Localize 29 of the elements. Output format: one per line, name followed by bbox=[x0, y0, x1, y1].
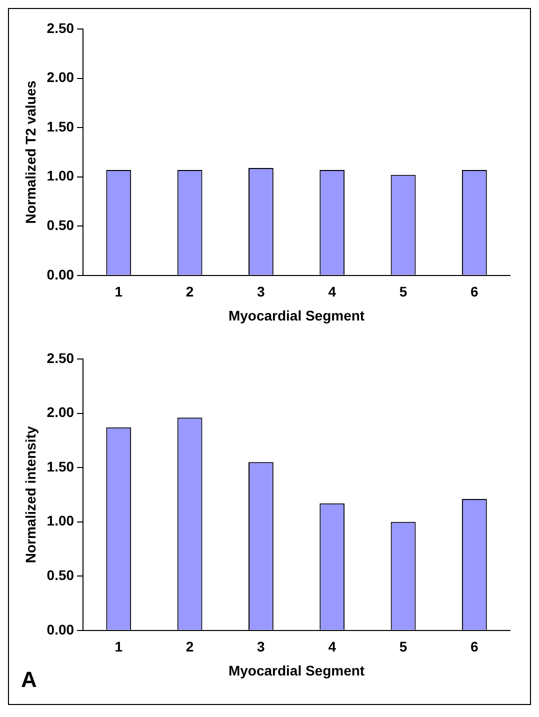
x-tick-label: 5 bbox=[399, 638, 408, 655]
x-tick-label: 3 bbox=[257, 284, 266, 300]
x-tick-label: 3 bbox=[257, 638, 266, 655]
y-tick-label: 1.50 bbox=[46, 118, 74, 134]
y-tick-label: 0.00 bbox=[46, 266, 74, 282]
x-tick-label: 6 bbox=[470, 284, 479, 300]
x-tick-label: 4 bbox=[328, 638, 336, 655]
y-tick-label: 1.00 bbox=[46, 512, 74, 529]
x-tick-label: 2 bbox=[186, 284, 194, 300]
y-tick-label: 1.50 bbox=[46, 458, 74, 474]
y-tick-label: 1.00 bbox=[46, 168, 74, 184]
x-axis-title: Myocardial Segment bbox=[228, 662, 365, 678]
y-tick-label: 2.00 bbox=[46, 69, 74, 86]
y-axis-title: Normalized intensity bbox=[22, 426, 38, 564]
y-tick-label: 2.50 bbox=[46, 350, 74, 366]
y-tick-label: 0.50 bbox=[46, 216, 74, 233]
x-tick-label: 1 bbox=[114, 638, 123, 655]
y-tick-label: 2.00 bbox=[46, 404, 74, 420]
x-tick-label: 2 bbox=[186, 638, 194, 655]
x-tick-label: 4 bbox=[328, 284, 336, 300]
x-tick-label: 5 bbox=[399, 284, 408, 300]
x-tick-label: 6 bbox=[470, 638, 479, 655]
y-tick-label: 0.50 bbox=[46, 566, 74, 583]
y-tick-label: 2.50 bbox=[46, 20, 74, 36]
x-tick-label: 1 bbox=[114, 284, 123, 300]
y-axis-title: Normalized T2 values bbox=[22, 80, 38, 224]
text: A bbox=[21, 667, 37, 692]
x-axis-title: Myocardial Segment bbox=[228, 307, 365, 324]
y-tick-label: 0.00 bbox=[46, 621, 74, 638]
